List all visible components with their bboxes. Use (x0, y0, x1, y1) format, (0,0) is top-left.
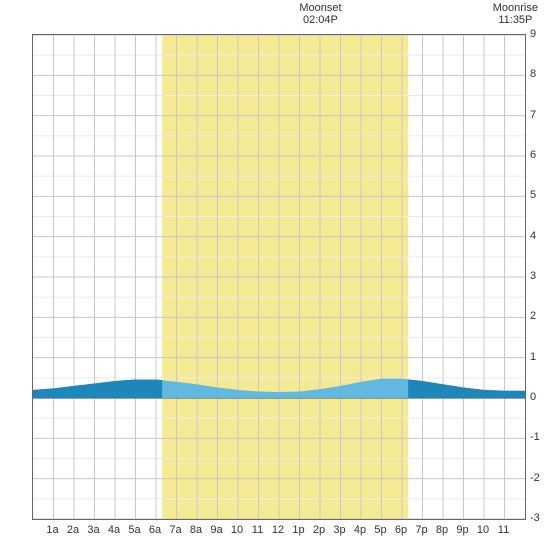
moonrise-time: 11:35P (493, 14, 538, 26)
x-tick-label: 7a (169, 524, 181, 550)
y-tick-label: 9 (530, 28, 540, 40)
y-tick-label: 3 (530, 270, 540, 282)
x-tick-label: 1p (292, 524, 304, 550)
x-tick-label: 4a (108, 524, 120, 550)
x-tick-label: 8p (436, 524, 448, 550)
y-tick-label: 2 (530, 310, 540, 322)
tide-chart: Moonset02:04PMoonrise11:35P -3-2-1012345… (0, 0, 550, 550)
x-tick-label: 12 (272, 524, 284, 550)
x-tick-label: 7p (415, 524, 427, 550)
x-tick-label: 6a (149, 524, 161, 550)
moonset-time: 02:04P (299, 14, 341, 26)
y-tick-label: -3 (530, 512, 544, 524)
moonset-label: Moonset02:04P (299, 2, 341, 26)
y-tick-label: 8 (530, 68, 540, 80)
moonrise-label: Moonrise11:35P (493, 2, 538, 26)
x-tick-label: 2a (67, 524, 79, 550)
x-tick-label: 11 (252, 524, 263, 550)
moonset-title: Moonset (299, 2, 341, 14)
y-tick-label: 1 (530, 351, 540, 363)
x-tick-label: 10 (477, 524, 489, 550)
x-tick-label: 9a (210, 524, 222, 550)
x-tick-label: 1a (46, 524, 58, 550)
x-tick-label: 9p (456, 524, 468, 550)
x-tick-label: 6p (395, 524, 407, 550)
x-tick-label: 2p (313, 524, 325, 550)
plot-svg (33, 35, 525, 519)
moonrise-title: Moonrise (493, 2, 538, 14)
y-tick-label: 5 (530, 189, 540, 201)
x-tick-label: 5p (374, 524, 386, 550)
y-tick-label: 6 (530, 149, 540, 161)
x-tick-label: 8a (190, 524, 202, 550)
y-tick-label: 4 (530, 230, 540, 242)
y-tick-label: -2 (530, 472, 544, 484)
x-tick-label: 11 (498, 524, 509, 550)
y-tick-label: -1 (530, 431, 544, 443)
y-tick-label: 0 (530, 391, 540, 403)
x-tick-label: 4p (354, 524, 366, 550)
x-tick-label: 3a (87, 524, 99, 550)
x-tick-label: 10 (231, 524, 243, 550)
y-tick-label: 7 (530, 109, 540, 121)
x-tick-label: 3p (333, 524, 345, 550)
x-tick-label: 5a (128, 524, 140, 550)
plot-area (32, 34, 526, 520)
